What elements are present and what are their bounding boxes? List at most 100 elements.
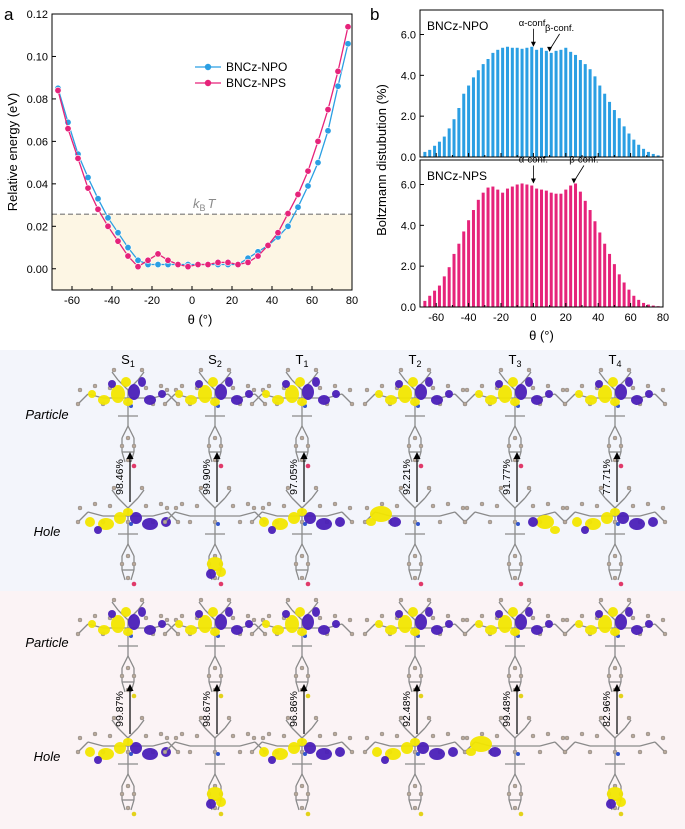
atom bbox=[506, 673, 512, 679]
atom bbox=[226, 715, 232, 721]
atom bbox=[347, 387, 353, 393]
bar bbox=[608, 101, 612, 157]
orbital-lobe bbox=[598, 615, 612, 633]
sulfur-atom bbox=[418, 693, 424, 699]
nitrogen-atom bbox=[416, 752, 420, 756]
bar bbox=[505, 188, 509, 307]
percent-c-1: 99.90% bbox=[201, 459, 213, 495]
data-point bbox=[114, 229, 122, 237]
orbital-lobe bbox=[445, 390, 453, 398]
bar bbox=[544, 190, 548, 307]
bar bbox=[457, 243, 461, 307]
atom bbox=[285, 367, 291, 373]
sulfur-atom bbox=[518, 693, 524, 699]
molecule bbox=[562, 715, 668, 817]
data-point bbox=[204, 261, 212, 269]
bond bbox=[285, 719, 293, 729]
bond bbox=[498, 371, 506, 381]
orbital-lobe bbox=[625, 607, 633, 617]
orbital-lobe bbox=[498, 385, 512, 403]
atom bbox=[506, 561, 512, 567]
nitrogen-atom bbox=[303, 522, 307, 526]
x-tick-label: -60 bbox=[428, 312, 444, 324]
orbital-lobe bbox=[295, 377, 305, 387]
atom bbox=[92, 613, 98, 619]
bar bbox=[437, 285, 441, 307]
data-point bbox=[134, 263, 142, 271]
orbital-lobe bbox=[114, 742, 126, 754]
bar bbox=[525, 184, 529, 307]
bond bbox=[398, 601, 406, 611]
atom bbox=[579, 731, 585, 737]
bond bbox=[167, 393, 179, 405]
atom bbox=[299, 553, 305, 559]
state-label-5: T4 bbox=[609, 352, 622, 369]
bond bbox=[130, 799, 135, 811]
atom bbox=[249, 749, 255, 755]
atom bbox=[662, 631, 668, 637]
percent-d-5: 82.96% bbox=[601, 691, 613, 727]
atom bbox=[293, 791, 299, 797]
bar bbox=[539, 47, 544, 158]
bond bbox=[624, 371, 632, 381]
atom bbox=[398, 485, 404, 491]
atom bbox=[293, 443, 299, 449]
atom bbox=[426, 485, 432, 491]
atom bbox=[379, 613, 385, 619]
atom bbox=[362, 631, 368, 637]
bond bbox=[608, 681, 613, 693]
atom bbox=[175, 519, 181, 525]
bar bbox=[637, 144, 641, 157]
bond bbox=[295, 569, 300, 581]
orbital-lobe bbox=[216, 567, 226, 577]
bar bbox=[433, 290, 437, 307]
atom bbox=[362, 401, 368, 407]
nitrogen-atom bbox=[303, 752, 307, 756]
atom bbox=[262, 631, 268, 637]
atom bbox=[662, 401, 668, 407]
atom bbox=[494, 503, 500, 509]
bond bbox=[508, 543, 516, 557]
bond bbox=[127, 543, 135, 557]
atom bbox=[626, 485, 632, 491]
bond bbox=[152, 741, 169, 747]
atom bbox=[618, 443, 624, 449]
percent-c-0: 98.46% bbox=[114, 459, 126, 495]
bond bbox=[295, 655, 303, 669]
orbital-lobe bbox=[111, 615, 125, 633]
bond bbox=[454, 511, 466, 523]
orbital-lobe bbox=[175, 620, 183, 628]
atom bbox=[111, 485, 117, 491]
bond bbox=[214, 425, 222, 439]
bond bbox=[414, 543, 422, 557]
atom bbox=[526, 485, 532, 491]
data-point bbox=[94, 195, 102, 203]
atom bbox=[77, 505, 83, 511]
orbital-lobe bbox=[645, 620, 653, 628]
bond bbox=[198, 489, 206, 499]
transition-arrow-head bbox=[300, 684, 308, 691]
bond bbox=[408, 655, 416, 669]
bond bbox=[564, 623, 576, 635]
orbital-lobe bbox=[123, 508, 133, 516]
orbital-lobe bbox=[598, 385, 612, 403]
panel-label-b: b bbox=[370, 5, 379, 24]
atom bbox=[426, 715, 432, 721]
orbital-lobe bbox=[448, 747, 458, 757]
orbital-lobe bbox=[272, 395, 284, 405]
atom bbox=[131, 673, 137, 679]
orbital-lobe bbox=[268, 756, 276, 764]
atom bbox=[530, 385, 536, 391]
orbital-lobe bbox=[272, 518, 288, 530]
legend-label: BNCz-NPS bbox=[226, 76, 286, 90]
orbital-lobe bbox=[372, 747, 382, 757]
hole-label-c: Hole bbox=[34, 524, 61, 539]
sulfur-atom bbox=[618, 811, 624, 817]
orbital-lobe bbox=[225, 377, 233, 387]
bond bbox=[608, 655, 616, 669]
state-subscript: 3 bbox=[516, 359, 521, 369]
bond bbox=[398, 489, 406, 499]
bar bbox=[535, 188, 539, 307]
atom bbox=[332, 731, 338, 737]
state-label-4: T3 bbox=[509, 352, 522, 369]
